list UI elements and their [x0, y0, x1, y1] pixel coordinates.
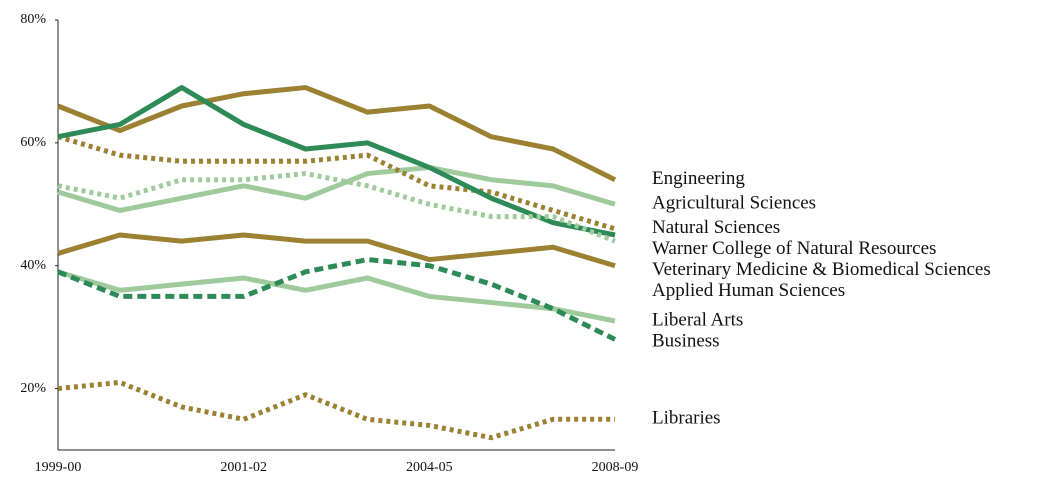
- x-tick-label: 2008-09: [592, 460, 639, 475]
- series-line: [57, 257, 617, 342]
- series-line: [57, 85, 616, 238]
- series-line: [57, 85, 617, 182]
- series-line: [57, 134, 616, 232]
- y-tick-label: 80%: [20, 12, 46, 27]
- legend-label: Applied Human Sciences: [652, 280, 845, 301]
- legend-label: Liberal Arts: [652, 309, 743, 330]
- series-line: [57, 171, 616, 244]
- legend-label: Natural Sciences: [652, 217, 780, 238]
- series-line: [57, 164, 616, 213]
- series-line: [57, 269, 616, 324]
- legend-label: Business: [652, 330, 720, 351]
- x-tick-label: 2004-05: [406, 460, 453, 475]
- series-line: [57, 232, 616, 269]
- series-line: [57, 379, 615, 441]
- x-tick-label: 2001-02: [220, 460, 267, 475]
- legend-label: Warner College of Natural Resources: [652, 238, 936, 259]
- y-tick-label: 60%: [20, 135, 46, 150]
- legend-label: Veterinary Medicine & Biomedical Science…: [652, 259, 991, 280]
- legend-label: Engineering: [652, 168, 745, 189]
- x-tick-label: 1999-00: [35, 460, 82, 475]
- legend-label: Agricultural Sciences: [652, 193, 816, 214]
- legend-label: Libraries: [652, 408, 721, 429]
- y-tick-label: 20%: [20, 381, 46, 396]
- y-tick-label: 40%: [20, 258, 46, 273]
